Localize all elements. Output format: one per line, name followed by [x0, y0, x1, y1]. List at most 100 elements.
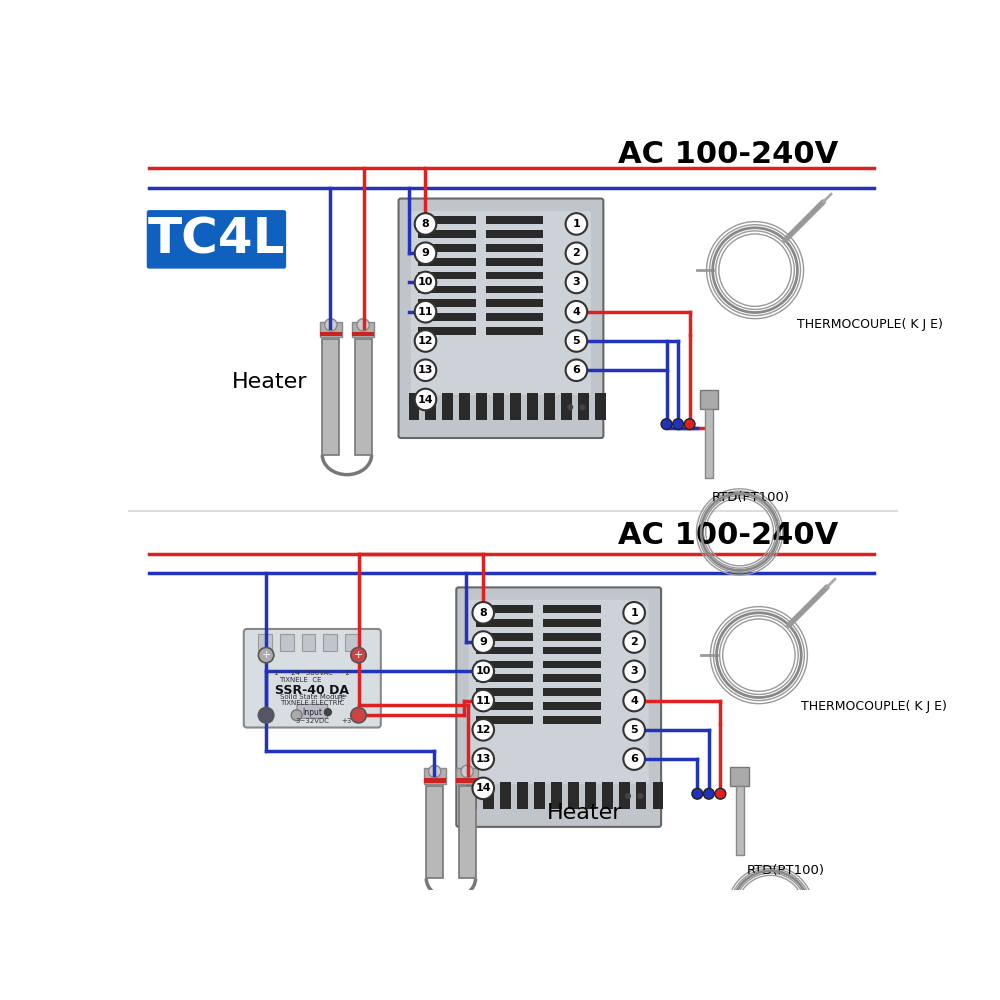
Bar: [534, 782, 545, 809]
FancyBboxPatch shape: [147, 210, 286, 269]
Text: TC4L: TC4L: [147, 215, 285, 263]
Bar: [418, 244, 476, 252]
Text: 9: 9: [422, 248, 429, 258]
Bar: [486, 272, 543, 279]
Circle shape: [703, 788, 714, 799]
Bar: [476, 661, 533, 668]
Text: 11: 11: [418, 307, 433, 317]
Circle shape: [579, 404, 586, 410]
Bar: [602, 782, 613, 809]
Bar: [345, 634, 358, 651]
Text: 5: 5: [573, 336, 580, 346]
Bar: [595, 393, 606, 420]
Text: 13: 13: [418, 365, 433, 375]
Circle shape: [415, 389, 436, 410]
Circle shape: [715, 788, 726, 799]
Bar: [456, 778, 478, 783]
Bar: [320, 332, 342, 336]
Bar: [568, 782, 579, 809]
Text: 4: 4: [572, 307, 580, 317]
Bar: [424, 768, 446, 784]
Circle shape: [692, 788, 703, 799]
Text: Input: Input: [302, 708, 322, 717]
Bar: [486, 299, 543, 307]
Text: 8: 8: [479, 608, 487, 618]
Circle shape: [415, 359, 436, 381]
Bar: [322, 339, 339, 455]
Bar: [258, 634, 272, 651]
Bar: [543, 619, 601, 627]
Circle shape: [472, 778, 494, 799]
FancyBboxPatch shape: [411, 211, 591, 395]
Bar: [551, 782, 562, 809]
Text: RTD(PT100): RTD(PT100): [712, 491, 790, 504]
Circle shape: [566, 213, 587, 235]
Circle shape: [461, 765, 473, 778]
Circle shape: [623, 748, 645, 770]
Bar: [736, 786, 744, 855]
Circle shape: [472, 661, 494, 682]
Bar: [543, 661, 601, 668]
Text: 13: 13: [476, 754, 491, 764]
Text: 5: 5: [630, 725, 638, 735]
Bar: [585, 782, 596, 809]
Circle shape: [566, 272, 587, 293]
Bar: [302, 634, 315, 651]
Text: THERMOCOUPLE( K J E): THERMOCOUPLE( K J E): [801, 700, 947, 713]
Circle shape: [566, 301, 587, 323]
Text: 12: 12: [418, 336, 433, 346]
FancyBboxPatch shape: [456, 587, 661, 827]
Text: 1: 1: [630, 608, 638, 618]
Bar: [543, 647, 601, 654]
Circle shape: [684, 419, 695, 430]
Bar: [418, 327, 476, 335]
Text: 6: 6: [572, 365, 580, 375]
Bar: [459, 786, 476, 878]
Circle shape: [351, 708, 366, 723]
Bar: [578, 393, 589, 420]
Bar: [476, 716, 533, 724]
Circle shape: [623, 690, 645, 711]
Bar: [442, 393, 453, 420]
Text: AC 100-240V: AC 100-240V: [618, 140, 838, 169]
Bar: [418, 272, 476, 279]
Text: 1: 1: [573, 219, 580, 229]
Bar: [500, 782, 511, 809]
Bar: [476, 633, 533, 641]
Text: 1~   24~380VAC   ~2: 1~ 24~380VAC ~2: [274, 670, 350, 676]
Circle shape: [661, 419, 672, 430]
Bar: [543, 674, 601, 682]
Bar: [486, 286, 543, 293]
Bar: [418, 230, 476, 238]
Circle shape: [625, 793, 631, 799]
FancyBboxPatch shape: [469, 600, 649, 784]
Bar: [352, 322, 374, 337]
Bar: [543, 688, 601, 696]
Text: Solid State Module: Solid State Module: [280, 694, 345, 700]
Bar: [543, 605, 601, 613]
Bar: [493, 393, 504, 420]
Circle shape: [415, 301, 436, 323]
Text: +3: +3: [342, 718, 352, 724]
Text: 6: 6: [630, 754, 638, 764]
Text: +: +: [261, 650, 271, 660]
FancyBboxPatch shape: [297, 704, 328, 718]
Bar: [418, 286, 476, 293]
Bar: [456, 768, 478, 784]
Circle shape: [415, 272, 436, 293]
Bar: [619, 782, 630, 809]
Text: 3: 3: [573, 277, 580, 287]
Bar: [700, 389, 718, 409]
Bar: [352, 332, 374, 336]
Text: 14: 14: [475, 783, 491, 793]
Circle shape: [472, 602, 494, 624]
Circle shape: [291, 710, 302, 721]
Text: 10: 10: [418, 277, 433, 287]
Bar: [409, 393, 419, 420]
Bar: [486, 244, 543, 252]
Bar: [459, 393, 470, 420]
Bar: [517, 782, 528, 809]
Bar: [705, 409, 713, 478]
Circle shape: [415, 330, 436, 352]
Bar: [543, 716, 601, 724]
